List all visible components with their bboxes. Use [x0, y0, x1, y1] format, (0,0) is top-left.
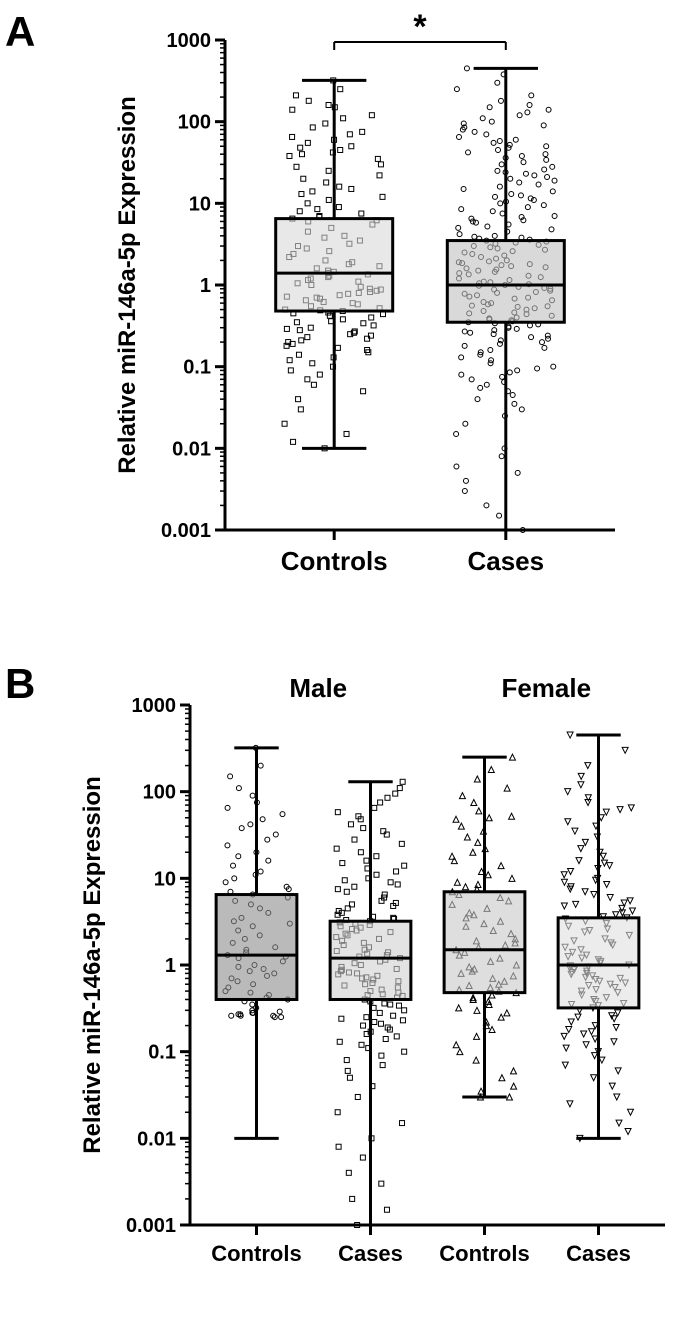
svg-text:Relative miR-146a-5p Expressio: Relative miR-146a-5p Expression — [114, 96, 141, 474]
svg-text:Cases: Cases — [467, 546, 544, 576]
svg-text:0.01: 0.01 — [137, 1128, 176, 1150]
svg-text:10: 10 — [189, 193, 211, 215]
svg-text:100: 100 — [178, 112, 211, 134]
svg-text:1000: 1000 — [132, 695, 177, 717]
svg-text:Controls: Controls — [439, 1241, 529, 1266]
svg-text:100: 100 — [143, 782, 176, 804]
svg-text:0.001: 0.001 — [126, 1215, 176, 1237]
svg-text:0.1: 0.1 — [148, 1042, 176, 1064]
svg-text:Controls: Controls — [281, 546, 388, 576]
svg-text:0.01: 0.01 — [172, 438, 211, 460]
svg-text:Cases: Cases — [338, 1241, 403, 1266]
panel-b-label: B — [5, 660, 35, 708]
svg-text:1: 1 — [200, 275, 211, 297]
panel-a-chart: 0.001 0.01 0.1 1 10 100 1000 Relative miR-146a-… — [75, 10, 635, 610]
svg-text:1000: 1000 — [167, 30, 212, 52]
svg-text:Controls: Controls — [211, 1241, 301, 1266]
svg-text:Male: Male — [289, 673, 347, 703]
svg-text:Female: Female — [501, 673, 591, 703]
svg-text:*: * — [413, 10, 427, 46]
svg-text:1: 1 — [165, 955, 176, 977]
svg-text:0.001: 0.001 — [161, 520, 211, 542]
panel-a-label: A — [5, 8, 35, 56]
svg-text:0.1: 0.1 — [183, 357, 211, 379]
svg-text:10: 10 — [154, 868, 176, 890]
svg-text:Cases: Cases — [566, 1241, 631, 1266]
svg-text:Relative miR-146a-5p Expressio: Relative miR-146a-5p Expression — [79, 776, 106, 1154]
panel-b-chart: 0.001 0.01 0.1 1 10 100 1000 Relative miR-146a-… — [55, 665, 675, 1305]
